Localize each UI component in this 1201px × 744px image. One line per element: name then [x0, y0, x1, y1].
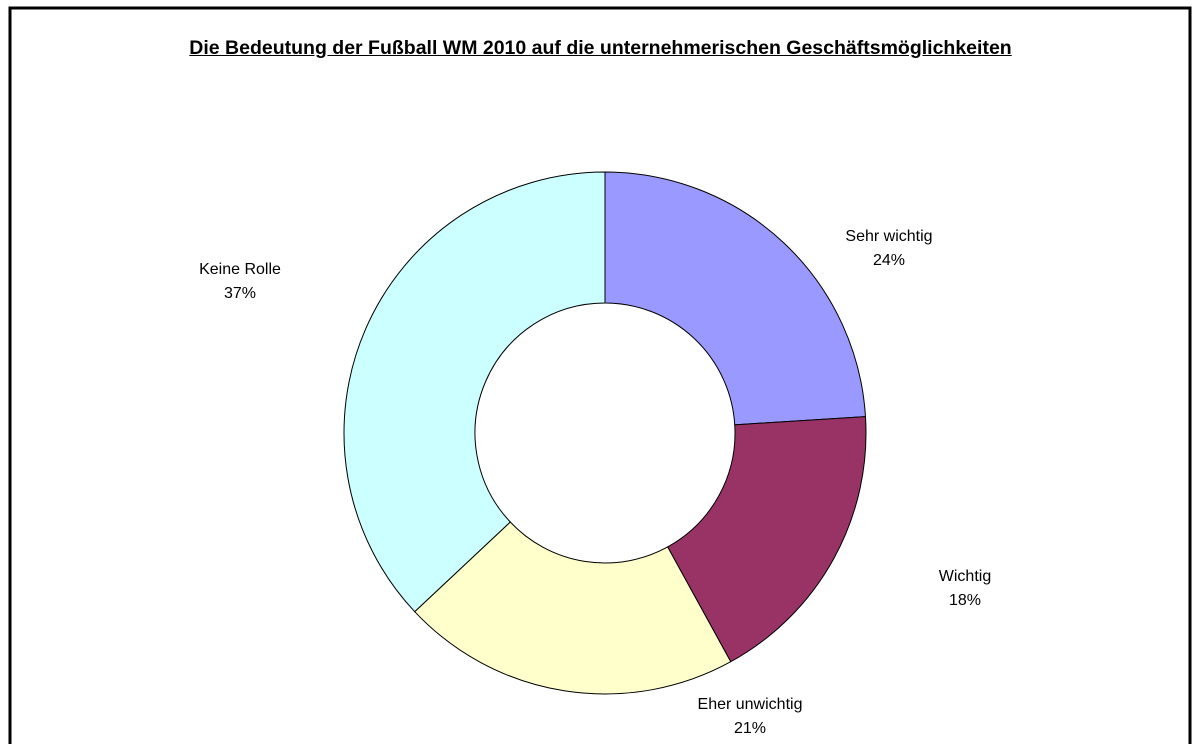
data-label-name: Eher unwichtig — [698, 696, 803, 713]
title-box: Die Bedeutung der Fußball WM 2010 auf di… — [0, 36, 1201, 61]
chart-title: Die Bedeutung der Fußball WM 2010 auf di… — [189, 37, 1012, 59]
data-label-name: Keine Rolle — [199, 261, 281, 278]
donut-segment — [604, 171, 867, 426]
data-label-value: 21% — [734, 720, 766, 737]
donut-segment — [343, 171, 606, 613]
donut-segment — [666, 416, 867, 663]
donut-segment — [414, 521, 732, 695]
data-label-name: Wichtig — [939, 568, 991, 585]
data-label-name: Sehr wichtig — [845, 228, 932, 245]
data-label-value: 37% — [224, 285, 256, 302]
chart-frame — [8, 6, 1192, 744]
data-label-value: 24% — [873, 252, 905, 269]
data-label-value: 18% — [949, 592, 981, 609]
